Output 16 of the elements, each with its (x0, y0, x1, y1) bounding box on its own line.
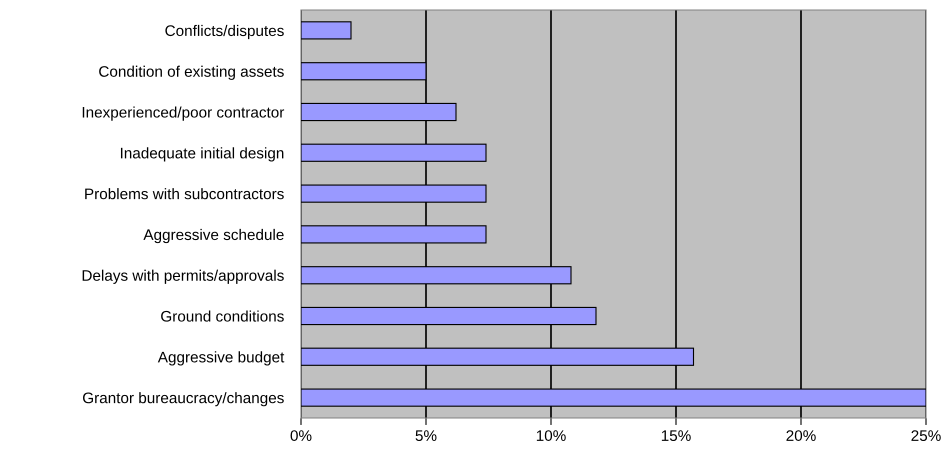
y-tick-label: Delays with permits/approvals (82, 270, 284, 284)
y-tick-label: Inexperienced/poor contractor (82, 106, 284, 121)
y-tick-label: Condition of existing assets (99, 66, 284, 80)
x-tick-label: 0% (290, 430, 312, 442)
x-tick-label: 10% (536, 430, 566, 442)
x-tick-label: 15% (662, 430, 691, 442)
x-tick-label: 5% (416, 430, 436, 442)
y-tick-label: Grantor bureaucracy/changes (83, 392, 284, 406)
y-tick-label: Conflicts/disputes (165, 24, 284, 40)
y-tick-label: Aggressive schedule (143, 228, 284, 244)
y-tick-label: Problems with subcontractors (85, 188, 284, 200)
y-tick-label: Inadequate initial design (120, 147, 284, 162)
y-tick-label: Ground conditions (161, 310, 284, 322)
x-tick-label: 20% (786, 430, 816, 442)
y-tick-label: Aggressive budget (158, 351, 284, 366)
x-tick-label: 25% (911, 430, 941, 442)
